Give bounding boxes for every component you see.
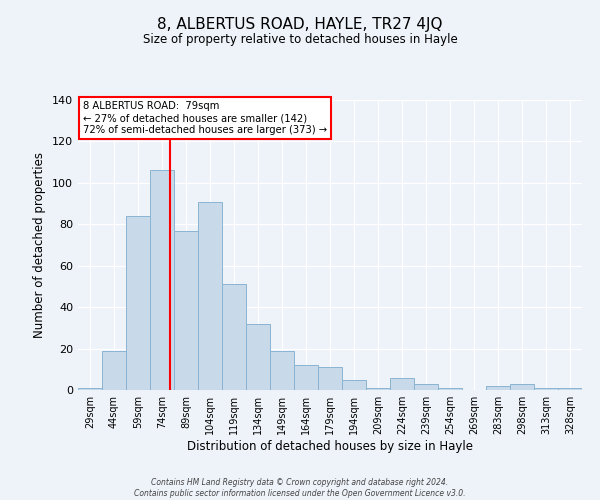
Bar xyxy=(174,230,198,390)
X-axis label: Distribution of detached houses by size in Hayle: Distribution of detached houses by size … xyxy=(187,440,473,453)
Bar xyxy=(342,380,366,390)
Bar xyxy=(102,350,126,390)
Bar xyxy=(510,384,534,390)
Text: Contains HM Land Registry data © Crown copyright and database right 2024.
Contai: Contains HM Land Registry data © Crown c… xyxy=(134,478,466,498)
Text: Size of property relative to detached houses in Hayle: Size of property relative to detached ho… xyxy=(143,32,457,46)
Y-axis label: Number of detached properties: Number of detached properties xyxy=(34,152,46,338)
Bar xyxy=(126,216,150,390)
Text: 8, ALBERTUS ROAD, HAYLE, TR27 4JQ: 8, ALBERTUS ROAD, HAYLE, TR27 4JQ xyxy=(157,18,443,32)
Bar xyxy=(558,388,582,390)
Bar xyxy=(270,350,294,390)
Bar xyxy=(198,202,222,390)
Bar xyxy=(486,386,510,390)
Bar xyxy=(150,170,174,390)
Bar xyxy=(390,378,414,390)
Text: 8 ALBERTUS ROAD:  79sqm
← 27% of detached houses are smaller (142)
72% of semi-d: 8 ALBERTUS ROAD: 79sqm ← 27% of detached… xyxy=(83,102,327,134)
Bar xyxy=(294,365,318,390)
Bar xyxy=(534,388,558,390)
Bar xyxy=(318,367,342,390)
Bar xyxy=(438,388,462,390)
Bar xyxy=(246,324,270,390)
Bar xyxy=(222,284,246,390)
Bar xyxy=(414,384,438,390)
Bar xyxy=(366,388,390,390)
Bar xyxy=(78,388,102,390)
